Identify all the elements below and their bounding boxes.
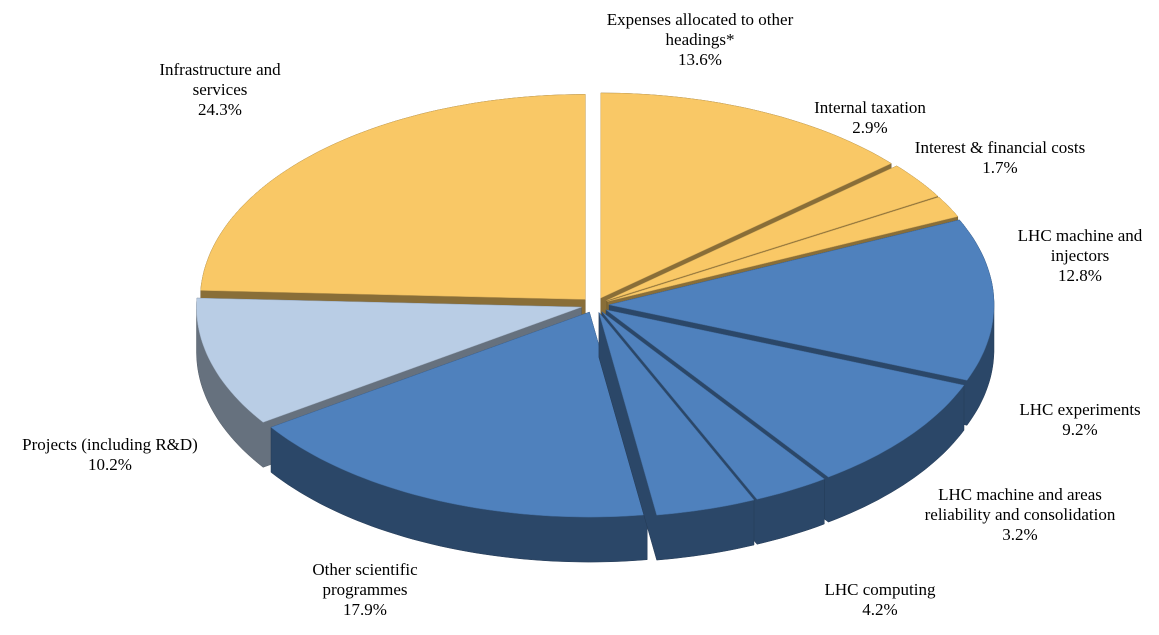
value-label: 12.8% bbox=[1058, 266, 1102, 285]
category-name: Infrastructure and services bbox=[159, 60, 281, 99]
category-name: LHC machine and areas reliability and co… bbox=[924, 485, 1116, 524]
slice-label: Interest & financial costs 1.7% bbox=[885, 138, 1115, 178]
slice bbox=[607, 196, 959, 302]
category-name: Interest & financial costs bbox=[914, 138, 1086, 157]
value-label: 3.2% bbox=[1002, 525, 1038, 544]
slice bbox=[605, 309, 965, 478]
value-label: 13.6% bbox=[678, 50, 722, 69]
slice bbox=[270, 311, 648, 518]
category-name: Other scientific programmes bbox=[312, 560, 418, 599]
slice bbox=[608, 219, 995, 381]
slice bbox=[606, 165, 939, 301]
value-label: 10.2% bbox=[88, 455, 132, 474]
category-name: Expenses allocated to other headings* bbox=[606, 10, 794, 49]
slice-label: Other scientific programmes 17.9% bbox=[280, 560, 450, 620]
slice bbox=[200, 94, 586, 300]
slice-label: LHC machine and areas reliability and co… bbox=[920, 485, 1120, 545]
category-name: Projects (including R&D) bbox=[22, 435, 198, 454]
value-label: 9.2% bbox=[1062, 420, 1098, 439]
slice bbox=[598, 312, 755, 516]
category-name: LHC computing bbox=[824, 580, 936, 599]
category-name: Internal taxation bbox=[814, 98, 926, 117]
slice-label: Infrastructure and services 24.3% bbox=[130, 60, 310, 120]
value-label: 4.2% bbox=[862, 600, 898, 619]
slice-label: Projects (including R&D) 10.2% bbox=[0, 435, 225, 475]
slice bbox=[196, 297, 582, 423]
value-label: 2.9% bbox=[852, 118, 888, 137]
slice-label: Internal taxation 2.9% bbox=[790, 98, 950, 138]
value-label: 1.7% bbox=[982, 158, 1018, 177]
slice-label: LHC computing 4.2% bbox=[790, 580, 970, 620]
slice-label: LHC machine and injectors 12.8% bbox=[995, 226, 1159, 286]
slice bbox=[601, 311, 825, 500]
slice-label: LHC experiments 9.2% bbox=[995, 400, 1159, 440]
category-name: LHC experiments bbox=[1019, 400, 1141, 419]
category-name: LHC machine and injectors bbox=[1017, 226, 1143, 265]
slice-label: Expenses allocated to other headings* 13.… bbox=[595, 10, 805, 70]
value-label: 17.9% bbox=[343, 600, 387, 619]
slice bbox=[600, 92, 892, 299]
value-label: 24.3% bbox=[198, 100, 242, 119]
